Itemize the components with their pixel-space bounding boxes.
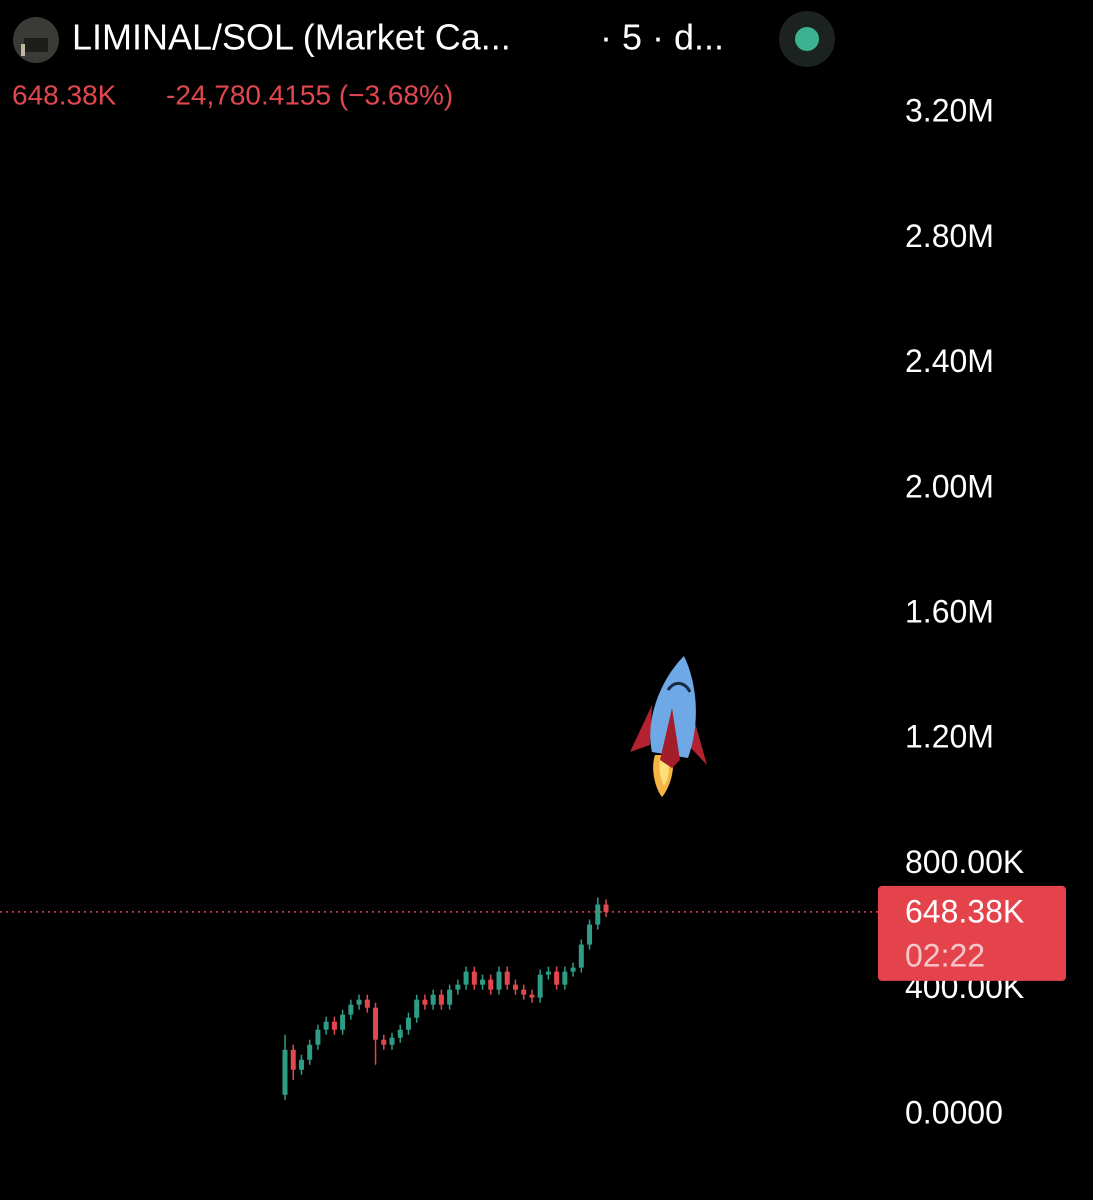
change: -24,780.4155 (−3.68%) bbox=[166, 79, 453, 110]
y-tick-label: 800.00K bbox=[905, 844, 1024, 880]
candle-body bbox=[587, 924, 593, 945]
rocket-icon bbox=[630, 656, 707, 797]
candle-body bbox=[298, 1059, 304, 1070]
candle-body bbox=[364, 999, 370, 1008]
candle-body bbox=[315, 1029, 321, 1045]
y-tick-label: 1.60M bbox=[905, 593, 994, 629]
candle-body bbox=[578, 944, 584, 968]
candle-body bbox=[340, 1014, 346, 1030]
status-button[interactable] bbox=[779, 11, 835, 67]
candle-body bbox=[488, 979, 494, 990]
candle-body bbox=[307, 1044, 313, 1060]
candle-body bbox=[512, 984, 518, 990]
y-tick-label: 2.40M bbox=[905, 343, 994, 379]
candle-body bbox=[282, 1049, 288, 1095]
y-tick-label: 2.00M bbox=[905, 468, 994, 504]
countdown: 02:22 bbox=[905, 937, 985, 973]
interval: · 5 · d... bbox=[600, 17, 724, 58]
candle-body bbox=[331, 1021, 337, 1030]
chart-title: LIMINAL/SOL (Market Ca... bbox=[72, 17, 511, 58]
candle-body bbox=[496, 971, 502, 990]
candle-body bbox=[356, 999, 362, 1005]
candle-body bbox=[373, 1007, 379, 1040]
candle-body bbox=[504, 971, 510, 985]
y-tick-label: 0.0000 bbox=[905, 1094, 1003, 1130]
candle-body bbox=[397, 1029, 403, 1038]
candle-body bbox=[455, 984, 461, 990]
y-tick-label: 3.20M bbox=[905, 93, 994, 129]
candle-body bbox=[595, 904, 601, 925]
candle-body bbox=[537, 974, 543, 998]
candle-body bbox=[290, 1049, 296, 1070]
candle-body bbox=[348, 1004, 354, 1015]
candle-body bbox=[430, 994, 436, 1005]
candle-body bbox=[422, 999, 428, 1005]
candle-body bbox=[405, 1017, 411, 1030]
candle-body bbox=[323, 1021, 329, 1030]
candle-body bbox=[447, 989, 453, 1005]
last-value: 648.38K bbox=[12, 79, 117, 110]
candle-body bbox=[521, 989, 527, 995]
candle-body bbox=[414, 999, 420, 1018]
candle-body bbox=[480, 979, 486, 985]
candle-body bbox=[554, 971, 560, 985]
candle-body bbox=[438, 994, 444, 1005]
candle-body bbox=[545, 971, 551, 975]
token-icon bbox=[13, 17, 59, 63]
candle-body bbox=[471, 971, 477, 985]
candle-body bbox=[603, 904, 609, 912]
candle-body bbox=[463, 971, 469, 985]
last-price-label: 648.38K bbox=[905, 893, 1024, 929]
y-tick-label: 1.20M bbox=[905, 719, 994, 755]
candle-body bbox=[381, 1039, 387, 1045]
candle-body bbox=[570, 967, 576, 972]
candle-body bbox=[389, 1037, 395, 1045]
candle-body bbox=[529, 994, 535, 998]
y-tick-label: 2.80M bbox=[905, 218, 994, 254]
candle-body bbox=[562, 971, 568, 985]
last-price-box bbox=[878, 885, 1066, 981]
